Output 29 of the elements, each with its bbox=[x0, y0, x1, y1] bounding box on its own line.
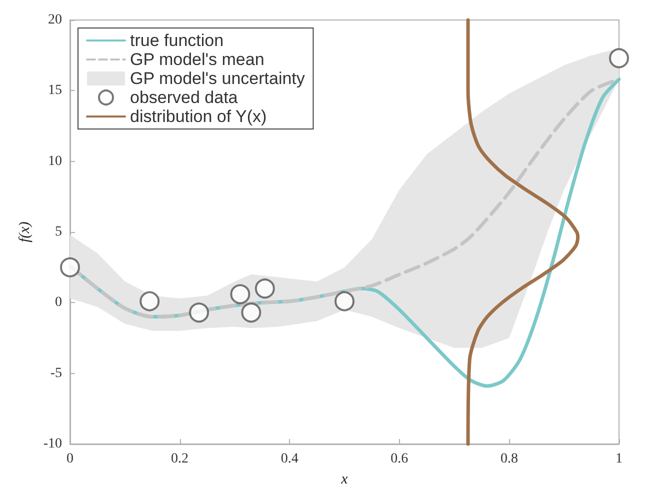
legend-label: observed data bbox=[130, 88, 238, 107]
point bbox=[140, 291, 160, 312]
x-tick-label: 0.8 bbox=[500, 452, 518, 466]
legend-label: GP model's uncertainty bbox=[130, 69, 306, 88]
point bbox=[241, 302, 262, 323]
x-tick-label: 0.6 bbox=[390, 452, 408, 466]
point bbox=[254, 278, 275, 299]
y-tick-label: -5 bbox=[50, 366, 62, 381]
y-tick-label: 20 bbox=[48, 12, 62, 28]
legend-label: GP model's mean bbox=[130, 50, 264, 69]
point bbox=[189, 302, 210, 323]
y-tick-label: 0 bbox=[55, 295, 62, 310]
y-tick-label: 15 bbox=[48, 83, 62, 98]
x-tick-label: 0 bbox=[66, 452, 74, 466]
y-axis-title: f(x) bbox=[16, 222, 33, 242]
x-tick-label: 1 bbox=[616, 452, 622, 466]
point bbox=[609, 48, 629, 68]
x-tick-label: 0.4 bbox=[280, 452, 298, 466]
y-tick-label: 5 bbox=[55, 224, 62, 240]
point bbox=[230, 284, 250, 304]
y-tick-label: -10 bbox=[43, 436, 62, 452]
point bbox=[60, 257, 80, 278]
legend-label: distribution of Y(x) bbox=[130, 107, 267, 126]
line-series bbox=[466, 18, 580, 446]
point bbox=[334, 291, 354, 312]
legend-label: true function bbox=[130, 31, 224, 50]
y-tick-label: 10 bbox=[48, 154, 62, 169]
x-axis-title: x bbox=[340, 472, 348, 488]
x-tick-label: 0.2 bbox=[171, 452, 189, 466]
